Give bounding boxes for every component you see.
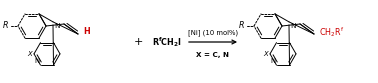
Text: X = C, N: X = C, N — [197, 52, 229, 58]
Text: N: N — [54, 23, 59, 29]
Text: $\mathrm{CH_2R^f}$: $\mathrm{CH_2R^f}$ — [319, 25, 344, 39]
Text: R: R — [239, 21, 245, 30]
Text: N: N — [290, 23, 296, 29]
Text: H: H — [83, 27, 90, 37]
Text: R: R — [3, 21, 9, 30]
Text: N: N — [34, 58, 39, 64]
Text: [Ni] (10 mol%): [Ni] (10 mol%) — [188, 30, 238, 36]
Text: X: X — [263, 51, 268, 57]
Text: $\mathbf{R^f}$$\mathbf{CH_2I}$: $\mathbf{R^f}$$\mathbf{CH_2I}$ — [152, 35, 182, 49]
Text: N: N — [270, 58, 276, 64]
Text: +: + — [133, 37, 143, 47]
Text: X: X — [27, 51, 32, 57]
